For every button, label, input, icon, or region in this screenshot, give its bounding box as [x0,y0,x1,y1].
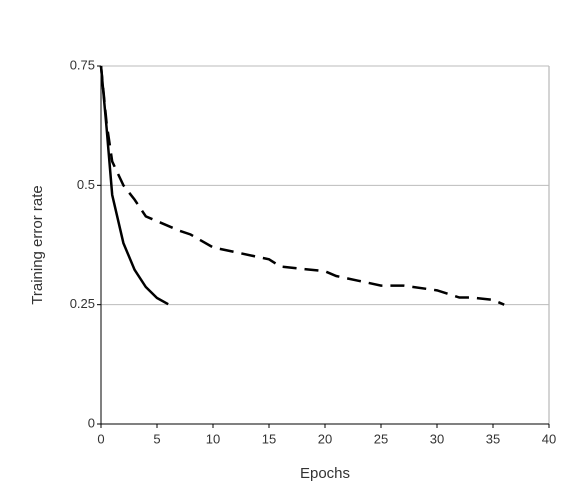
x-tick-label: 0 [97,431,104,446]
y-tick-label: 0.75 [70,57,95,72]
x-tick-label: 15 [262,431,276,446]
x-tick-label: 30 [430,431,444,446]
y-axis-label: Training error rate [29,185,46,305]
x-axis-label: Epochs [300,465,350,482]
x-tick-label: 5 [153,431,160,446]
x-tick-label: 25 [374,431,388,446]
y-tick-label: 0.5 [77,177,95,192]
y-tick-label: 0 [88,415,95,430]
x-tick-label: 40 [542,431,556,446]
line [99,65,169,306]
x-tick-label: 10 [206,431,220,446]
y-tick-label: 0.25 [70,296,95,311]
line [99,65,505,306]
x-tick-label: 35 [486,431,500,446]
x-tick-label: 20 [318,431,332,446]
